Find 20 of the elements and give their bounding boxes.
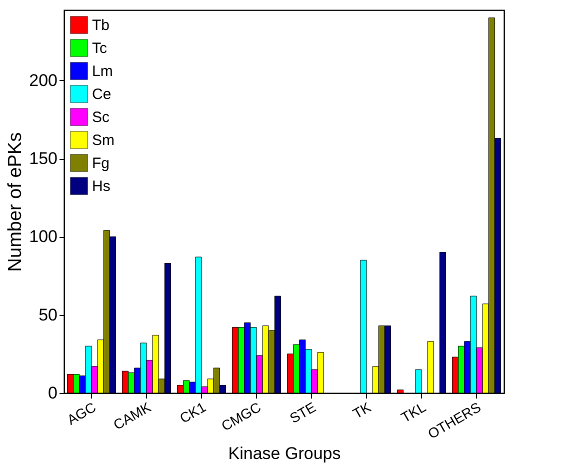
y-tick-label: 0 xyxy=(48,384,58,402)
y-tick-label: 200 xyxy=(29,70,58,90)
y-tick-label: 100 xyxy=(29,227,58,246)
legend-label: Tb xyxy=(92,17,110,34)
y-axis-title: Number of ePKs xyxy=(5,132,26,272)
legend-label: Lm xyxy=(92,63,113,80)
legend-label: Sc xyxy=(92,109,110,126)
x-tick-label: TKL xyxy=(398,398,429,426)
legend-label: Sm xyxy=(92,132,114,149)
x-tick-label: AGC xyxy=(64,398,98,428)
legend-label: Tc xyxy=(92,40,108,57)
legend-label: Ce xyxy=(92,86,112,103)
legend-label: Hs xyxy=(92,178,110,195)
y-tick-label: 50 xyxy=(38,305,58,324)
x-axis-title: Kinase Groups xyxy=(228,444,341,463)
x-tick-label: TK xyxy=(350,398,374,422)
legend-label: Fg xyxy=(92,155,110,172)
y-tick-label: 150 xyxy=(29,149,58,168)
x-tick-label: CK1 xyxy=(176,398,209,426)
x-tick-label: STE xyxy=(286,398,318,426)
